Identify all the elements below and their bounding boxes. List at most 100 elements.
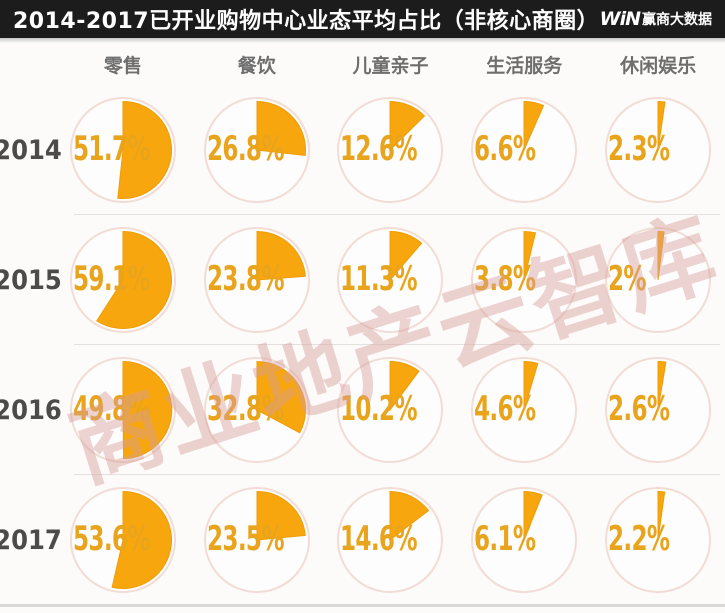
row-divider (74, 344, 720, 345)
bottom-divider (0, 604, 725, 607)
pie-chart (605, 227, 712, 333)
chart-grid: 2014 51.7% 26.8% 12.6% 6.6% 2.3% 2015 59.1% 23.8… (0, 85, 725, 605)
pie-slice (256, 360, 306, 434)
pie-slice (256, 490, 306, 541)
pie-chart (337, 357, 444, 463)
pie-chart-cell: 2% (591, 215, 725, 345)
percent-label: 53.6% (72, 519, 150, 560)
title-bar: 2014-2017已开业购物中心业态平均占比（非核心商圈） WiN 赢商大数据 (0, 0, 725, 38)
pie-slice (523, 360, 539, 411)
pie-slice (256, 230, 306, 281)
year-label: 2017 (0, 524, 62, 556)
pie-slice (657, 100, 666, 151)
table-row: 2017 53.6% 23.5% 14.6% 6.1% 2.2% (0, 475, 725, 605)
percent-label: 10.2% (340, 389, 418, 430)
percent-label: 2.6% (608, 389, 670, 430)
pie-chart-cell: 49.8% (56, 345, 190, 475)
pie-chart (605, 357, 712, 463)
percent-label: 2.3% (608, 129, 670, 170)
pie-chart-cell: 2.3% (591, 85, 725, 215)
pie-chart (69, 97, 176, 203)
year-label: 2016 (0, 394, 62, 426)
percent-label: 51.7% (72, 129, 150, 170)
column-header: 零售 (103, 54, 142, 77)
percent-label: 6.1% (474, 519, 536, 560)
brand-logo: WiN 赢商大数据 (600, 8, 712, 30)
pie-chart (605, 97, 712, 203)
pie-chart-cell: 23.8% (190, 215, 324, 345)
pie-chart-cell: 4.6% (457, 345, 591, 475)
pie-chart-cell: 14.6% (324, 475, 458, 605)
pie-chart-cell: 26.8% (190, 85, 324, 215)
percent-label: 26.8% (206, 129, 284, 170)
table-row: 2016 49.8% 32.8% 10.2% 4.6% 2.6% (0, 345, 725, 475)
pie-chart-cell: 12.6% (324, 85, 458, 215)
pie-chart-cell: 59.1% (56, 215, 190, 345)
pie-slice (389, 490, 430, 542)
pie-chart (69, 357, 176, 463)
pie-chart (203, 227, 310, 333)
percent-label: 2% (608, 259, 647, 300)
pie-chart (471, 487, 578, 593)
table-row: 2015 59.1% 23.8% 11.3% 3.8% 2% (0, 215, 725, 345)
title-bar-shadow (0, 38, 725, 43)
pie-chart-cell: 6.6% (457, 85, 591, 215)
year-label: 2014 (0, 134, 62, 166)
pie-chart (605, 487, 712, 593)
row-divider (74, 214, 720, 215)
percent-label: 23.8% (206, 259, 284, 300)
percent-label: 4.6% (474, 389, 536, 430)
pie-chart (69, 227, 176, 333)
percent-label: 3.8% (474, 259, 536, 300)
percent-label: 11.3% (340, 259, 418, 300)
pie-slice (95, 230, 172, 329)
pie-chart (471, 357, 578, 463)
pie-chart (471, 227, 578, 333)
pie-chart (203, 357, 310, 463)
pie-slice (523, 490, 544, 541)
pie-chart-cell: 32.8% (190, 345, 324, 475)
win-logo-mark: WiN (599, 8, 641, 30)
pie-chart-cell: 6.1% (457, 475, 591, 605)
pie-chart (337, 97, 444, 203)
percent-label: 49.8% (72, 389, 150, 430)
column-headers: 零售 餐饮 儿童亲子 生活服务 休闲娱乐 (0, 43, 725, 85)
pie-chart-cell: 23.5% (190, 475, 324, 605)
percent-label: 59.1% (72, 259, 150, 300)
pie-chart-cell: 53.6% (56, 475, 190, 605)
pie-chart (337, 227, 444, 333)
pie-chart-cell: 11.3% (324, 215, 458, 345)
pie-slice (523, 100, 545, 151)
table-row: 2014 51.7% 26.8% 12.6% 6.6% 2.3% (0, 85, 725, 215)
percent-label: 23.5% (206, 519, 284, 560)
year-label: 2015 (0, 264, 62, 296)
page-title: 2014-2017已开业购物中心业态平均占比（非核心商圈） (13, 9, 600, 34)
pie-chart (203, 487, 310, 593)
pie-chart (471, 97, 578, 203)
pie-slice (111, 490, 172, 589)
pie-slice (523, 230, 537, 281)
percent-label: 14.6% (340, 519, 418, 560)
pie-chart-cell: 2.2% (591, 475, 725, 605)
column-header: 餐饮 (237, 54, 276, 77)
pie-slice (117, 100, 172, 199)
percent-label: 6.6% (474, 129, 536, 170)
row-divider (74, 474, 720, 475)
pie-chart-cell: 2.6% (591, 345, 725, 475)
pie-slice (389, 100, 426, 152)
column-header: 儿童亲子 (352, 54, 429, 77)
brand-logo-text: 赢商大数据 (642, 12, 712, 28)
pie-slice (122, 360, 173, 460)
pie-chart (69, 487, 176, 593)
column-header: 生活服务 (486, 54, 563, 77)
pie-slice (389, 230, 423, 282)
pie-chart-cell: 3.8% (457, 215, 591, 345)
column-header: 休闲娱乐 (620, 54, 697, 77)
pie-slice (657, 360, 667, 411)
pie-chart-cell: 51.7% (56, 85, 190, 215)
pie-slice (256, 100, 306, 157)
pie-slice (657, 230, 665, 281)
pie-slice (389, 360, 421, 412)
percent-label: 2.2% (608, 519, 670, 560)
pie-chart-cell: 10.2% (324, 345, 458, 475)
